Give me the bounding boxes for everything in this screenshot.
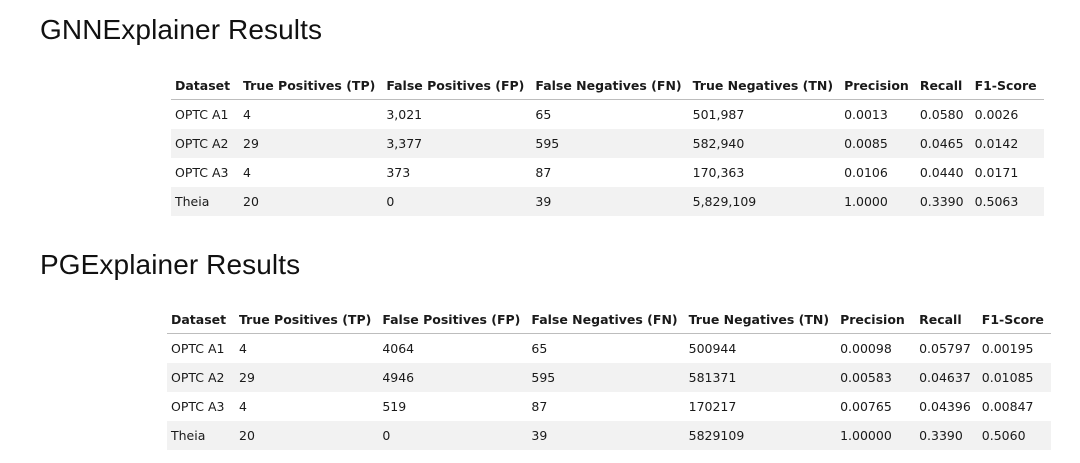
cell-tp: 4 bbox=[239, 399, 247, 414]
gnnexplainer-heading: GNNExplainer Results bbox=[40, 14, 323, 45]
column-header-true-positives: True Positives (TP) bbox=[239, 72, 383, 100]
cell-precision: 0.0085 bbox=[840, 129, 916, 158]
pgexplainer-heading: PGExplainer Results bbox=[40, 249, 301, 280]
column-header-recall: Recall bbox=[915, 306, 978, 334]
cell-tn: 170217 bbox=[688, 399, 737, 414]
cell-dataset: OPTC A2 bbox=[171, 129, 239, 158]
cell-tp: 29 bbox=[239, 129, 383, 158]
cell-fn: 595 bbox=[531, 129, 689, 158]
cell-precision: 0.00765 bbox=[840, 399, 892, 414]
cell-tn: 500944 bbox=[688, 341, 737, 356]
cell-fn: 65 bbox=[535, 107, 552, 122]
column-header-true-positives: True Positives (TP) bbox=[235, 306, 379, 334]
cell-tp: 4 bbox=[243, 165, 251, 180]
column-header-false-positives: False Positives (FP) bbox=[382, 72, 532, 100]
cell-precision: 0.0106 bbox=[844, 165, 888, 180]
cell-recall: 0.0465 bbox=[915, 129, 971, 158]
cell-recall: 0.0580 bbox=[919, 107, 964, 122]
cell-f1: 0.00847 bbox=[981, 399, 1034, 414]
cell-f1: 0.00195 bbox=[981, 341, 1034, 356]
table-header-row: Dataset True Positives (TP) False Positi… bbox=[171, 72, 1044, 100]
table-row: OPTC A1 4 3,021 65 501,987 0.0013 0.0580… bbox=[171, 100, 1044, 130]
cell-fp: 3,021 bbox=[386, 107, 423, 122]
cell-fn: 595 bbox=[527, 363, 685, 392]
cell-fp: 3,377 bbox=[382, 129, 532, 158]
cell-tn: 582,940 bbox=[688, 129, 841, 158]
cell-f1: 0.0026 bbox=[974, 107, 1019, 122]
column-header-false-negatives: False Negatives (FN) bbox=[527, 306, 685, 334]
cell-tp: 4 bbox=[239, 341, 247, 356]
cell-recall: 0.3390 bbox=[915, 187, 971, 216]
cell-fn: 39 bbox=[527, 421, 685, 450]
table-row: OPTC A3 4 519 87 170217 0.00765 0.04396 … bbox=[167, 392, 1051, 421]
cell-precision: 0.00583 bbox=[836, 363, 916, 392]
cell-fp: 4064 bbox=[382, 341, 415, 356]
column-header-f1-score: F1-Score bbox=[977, 306, 1051, 334]
cell-dataset: OPTC A1 bbox=[171, 341, 225, 356]
table-row: OPTC A3 4 373 87 170,363 0.0106 0.0440 0… bbox=[171, 158, 1044, 187]
table-row: OPTC A2 29 3,377 595 582,940 0.0085 0.04… bbox=[171, 129, 1044, 158]
cell-dataset: Theia bbox=[167, 421, 235, 450]
cell-dataset: OPTC A2 bbox=[167, 363, 235, 392]
cell-fp: 0 bbox=[378, 421, 528, 450]
cell-f1: 0.5060 bbox=[977, 421, 1051, 450]
column-header-f1-score: F1-Score bbox=[970, 72, 1044, 100]
cell-fp: 519 bbox=[382, 399, 407, 414]
cell-tp: 20 bbox=[235, 421, 379, 450]
cell-recall: 0.04396 bbox=[919, 399, 971, 414]
gnnexplainer-results-table: Dataset True Positives (TP) False Positi… bbox=[171, 72, 1044, 216]
cell-precision: 0.0013 bbox=[844, 107, 888, 122]
cell-fn: 87 bbox=[535, 165, 552, 180]
cell-f1: 0.01085 bbox=[977, 363, 1051, 392]
table-row: Theia 20 0 39 5,829,109 1.0000 0.3390 0.… bbox=[171, 187, 1044, 216]
cell-recall: 0.05797 bbox=[919, 341, 971, 356]
cell-recall: 0.04637 bbox=[915, 363, 978, 392]
cell-tp: 4 bbox=[243, 107, 251, 122]
cell-fp: 0 bbox=[382, 187, 532, 216]
column-header-precision: Precision bbox=[836, 306, 916, 334]
cell-fp: 373 bbox=[386, 165, 411, 180]
cell-tn: 5,829,109 bbox=[688, 187, 841, 216]
column-header-true-negatives: True Negatives (TN) bbox=[688, 72, 841, 100]
cell-f1: 0.5063 bbox=[970, 187, 1044, 216]
cell-recall: 0.0440 bbox=[919, 165, 964, 180]
pgexplainer-results-table: Dataset True Positives (TP) False Positi… bbox=[167, 306, 1051, 450]
cell-dataset: OPTC A3 bbox=[171, 399, 225, 414]
cell-dataset: OPTC A1 bbox=[175, 107, 229, 122]
cell-recall: 0.3390 bbox=[915, 421, 978, 450]
cell-tn: 5829109 bbox=[684, 421, 837, 450]
column-header-precision: Precision bbox=[840, 72, 916, 100]
cell-precision: 0.00098 bbox=[840, 341, 892, 356]
table-row: OPTC A2 29 4946 595 581371 0.00583 0.046… bbox=[167, 363, 1051, 392]
column-header-recall: Recall bbox=[915, 72, 971, 100]
table-header-row: Dataset True Positives (TP) False Positi… bbox=[167, 306, 1051, 334]
column-header-false-positives: False Positives (FP) bbox=[378, 306, 528, 334]
column-header-false-negatives: False Negatives (FN) bbox=[531, 72, 689, 100]
cell-fn: 39 bbox=[531, 187, 689, 216]
cell-fn: 87 bbox=[531, 399, 548, 414]
cell-tn: 170,363 bbox=[692, 165, 745, 180]
cell-precision: 1.00000 bbox=[836, 421, 916, 450]
cell-precision: 1.0000 bbox=[840, 187, 916, 216]
cell-fp: 4946 bbox=[378, 363, 528, 392]
cell-tn: 501,987 bbox=[692, 107, 745, 122]
column-header-true-negatives: True Negatives (TN) bbox=[684, 306, 837, 334]
cell-tn: 581371 bbox=[684, 363, 837, 392]
column-header-dataset: Dataset bbox=[171, 72, 239, 100]
cell-tp: 20 bbox=[239, 187, 383, 216]
cell-dataset: OPTC A3 bbox=[175, 165, 229, 180]
table-row: Theia 20 0 39 5829109 1.00000 0.3390 0.5… bbox=[167, 421, 1051, 450]
column-header-dataset: Dataset bbox=[167, 306, 235, 334]
table-row: OPTC A1 4 4064 65 500944 0.00098 0.05797… bbox=[167, 334, 1051, 364]
cell-tp: 29 bbox=[235, 363, 379, 392]
cell-f1: 0.0142 bbox=[970, 129, 1044, 158]
cell-f1: 0.0171 bbox=[974, 165, 1019, 180]
cell-dataset: Theia bbox=[171, 187, 239, 216]
cell-fn: 65 bbox=[531, 341, 548, 356]
